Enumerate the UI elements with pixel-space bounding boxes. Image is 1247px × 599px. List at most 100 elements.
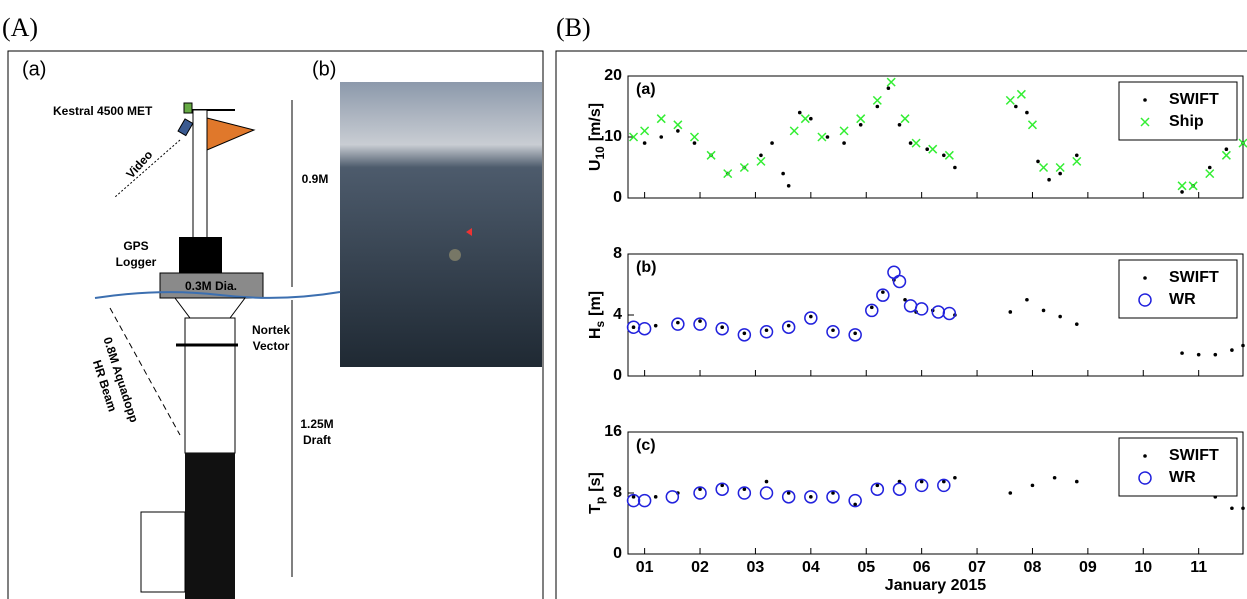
point [931, 305, 946, 319]
point [764, 328, 769, 333]
point [887, 265, 901, 280]
legend-label: SWIFT [1169, 269, 1219, 286]
point [908, 141, 913, 145]
point [809, 314, 813, 319]
point [856, 114, 866, 124]
point [739, 162, 749, 173]
point [759, 486, 774, 500]
y-axis-label-part: [m/s] [587, 103, 604, 141]
point [781, 171, 785, 176]
point [1025, 297, 1029, 302]
legend-marker [1143, 454, 1147, 458]
legend-marker [1138, 471, 1152, 485]
point [1036, 159, 1040, 164]
point [1005, 95, 1015, 105]
point [848, 328, 862, 342]
y-axis-label-part: H [587, 328, 604, 340]
point [676, 320, 680, 325]
point [1055, 162, 1065, 173]
point [693, 317, 707, 331]
panel-label: (a) [636, 81, 656, 98]
point [919, 479, 924, 484]
point [1180, 351, 1184, 355]
point [1241, 343, 1245, 348]
point [720, 483, 724, 488]
point [1207, 165, 1212, 170]
point [903, 299, 918, 313]
y-axis-label-part: 10 [593, 146, 607, 160]
battery [140, 511, 186, 593]
point [673, 120, 683, 130]
panel-label: (B) [556, 13, 591, 42]
point [1180, 190, 1184, 194]
point [698, 487, 702, 491]
panel-frame [555, 50, 1247, 599]
point [637, 321, 652, 336]
y-axis-label-part: s [593, 321, 607, 328]
y-axis-label: Hs [m] [587, 291, 607, 339]
x-tick-label: 06 [913, 559, 931, 576]
legend [1118, 437, 1238, 497]
hull [174, 297, 246, 319]
point [1074, 153, 1079, 158]
point [797, 110, 802, 115]
y-axis-label-part: [m] [587, 291, 604, 316]
label: 0.3M Dia. [185, 279, 237, 293]
point [1025, 110, 1029, 115]
point [944, 150, 954, 160]
point [900, 114, 910, 124]
point [786, 323, 791, 328]
point [876, 288, 890, 302]
point [1230, 348, 1234, 352]
point [914, 478, 929, 493]
point [839, 126, 849, 136]
point [653, 323, 658, 328]
point [665, 490, 680, 504]
point [637, 493, 652, 508]
point [809, 495, 813, 499]
legend [1118, 259, 1238, 319]
y-axis-label: U10 [m/s] [587, 103, 607, 171]
legend-marker [1140, 117, 1150, 127]
point [897, 479, 902, 484]
label: Draft [303, 433, 331, 447]
x-tick-label: 08 [1024, 559, 1042, 576]
point [875, 104, 880, 109]
label: Logger [116, 255, 157, 269]
point [892, 274, 907, 289]
point [715, 321, 729, 336]
point [1058, 171, 1062, 176]
point [770, 141, 774, 145]
point [676, 129, 680, 133]
point [642, 141, 647, 145]
point [737, 328, 752, 342]
point [1047, 177, 1051, 182]
point [804, 490, 818, 504]
label: Vector [253, 339, 290, 353]
sub-label: (b) [312, 58, 336, 80]
label: Video [123, 148, 155, 181]
point [1188, 181, 1198, 191]
point [1074, 322, 1079, 326]
point [1039, 162, 1049, 173]
point [892, 482, 907, 496]
point [720, 325, 724, 330]
point [1058, 314, 1062, 319]
point [640, 126, 650, 136]
y-tick-label: 10 [604, 128, 622, 145]
point [1027, 120, 1037, 130]
point [872, 95, 882, 105]
y-tick-label: 8 [613, 484, 622, 501]
panel-frame [7, 50, 544, 599]
video-arrow [114, 139, 181, 198]
legend-marker [1143, 98, 1147, 102]
point [1241, 506, 1245, 511]
point [656, 114, 666, 124]
y-axis-label-part: U [587, 160, 604, 172]
point [629, 132, 639, 142]
point [742, 331, 747, 336]
hull-tube [184, 317, 236, 454]
point [781, 490, 796, 504]
point [914, 302, 929, 316]
point [1177, 181, 1187, 191]
